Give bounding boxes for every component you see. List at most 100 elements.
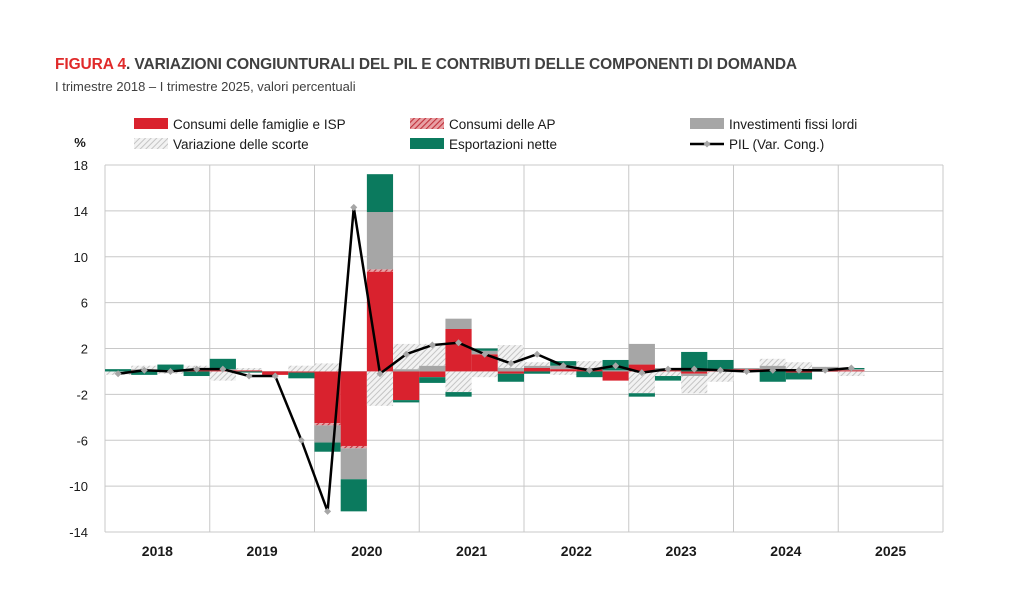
pil-marker (795, 366, 803, 374)
year-label: 2022 (561, 543, 592, 559)
pil-marker (140, 366, 148, 374)
bar-segment (209, 358, 236, 370)
bar-segment (445, 392, 472, 397)
bar-segment (628, 343, 655, 365)
bar-segment (524, 367, 551, 372)
bar-segment (314, 423, 341, 426)
bar-segment (288, 365, 315, 372)
bar-segment (235, 371, 263, 373)
pil-marker (847, 364, 855, 372)
figure-title: . VARIAZIONI CONGIUNTURALI DEL PIL E CON… (125, 56, 798, 73)
bar-segment (524, 365, 551, 368)
legend-label: PIL (Var. Cong.) (729, 137, 824, 152)
year-label: 2021 (456, 543, 487, 559)
pil-marker (297, 436, 305, 444)
bar-segment (314, 363, 341, 372)
bar-segment (340, 448, 367, 480)
bar-segment (366, 269, 394, 272)
y-tick-label: -2 (76, 387, 88, 402)
bar-segment (288, 372, 315, 379)
pil-marker (743, 367, 751, 375)
legend-marker (703, 140, 711, 148)
legend-label: Variazione delle scorte (173, 137, 309, 152)
pil-marker (507, 359, 515, 367)
bar-segment (419, 343, 446, 366)
bar-segment (524, 362, 551, 366)
bar-segment (707, 371, 734, 382)
bar-segment (838, 371, 865, 377)
bar-segment (235, 370, 263, 372)
pil-marker (533, 350, 541, 358)
bar-segment (471, 348, 498, 351)
legend-swatch (134, 138, 168, 149)
bar-segment (550, 369, 577, 372)
bar-segment (419, 365, 446, 372)
bar-segment (576, 361, 603, 368)
pil-marker (455, 339, 463, 347)
y-tick-label: 10 (74, 250, 88, 265)
y-tick-label: 6 (81, 296, 88, 311)
legend-label: Esportazioni nette (449, 137, 557, 152)
bar-segment (681, 351, 708, 372)
pil-marker (402, 350, 410, 358)
bar-segment (628, 393, 655, 397)
pil-marker (585, 366, 593, 374)
figure-label: FIGURA 4 (55, 56, 126, 73)
pil-marker (716, 366, 724, 374)
bar-segment (157, 364, 184, 371)
bar-segment (785, 372, 813, 380)
bar-segment (654, 376, 682, 381)
bar-segment (524, 371, 551, 374)
pil-marker (481, 350, 489, 358)
bar-segment (209, 371, 236, 381)
bar-segment (393, 369, 420, 372)
legend: Consumi delle famiglie e ISP Consumi dell… (134, 117, 857, 152)
axes: 18 14 10 6 2 -2 -6 -10 -14% 2018 2019 2020 2021 2022 2… (69, 135, 906, 559)
bar-segment (445, 318, 472, 330)
bar-segment (681, 376, 708, 394)
legend-swatch (134, 118, 168, 129)
chart-title: FIGURA 4. VARIAZIONI CONGIUNTURALI DEL P… (55, 56, 797, 74)
year-label: 2025 (875, 543, 906, 559)
bar-segment (654, 371, 682, 377)
pil-marker (219, 365, 227, 373)
legend-label: Investimenti fissi lordi (729, 117, 857, 132)
bar-segment (785, 362, 813, 370)
legend-swatch (690, 118, 724, 129)
bar-segment (707, 359, 734, 370)
bar-segment (759, 358, 786, 366)
bar-segment (628, 371, 655, 394)
bar-segment (340, 479, 367, 512)
pil-marker (166, 367, 174, 375)
y-tick-label: -10 (69, 479, 88, 494)
legend-label: Consumi delle famiglie e ISP (173, 117, 346, 132)
y-axis-label: % (74, 135, 86, 150)
pil-marker (376, 370, 384, 378)
bar-segment (628, 364, 655, 372)
bar-segment (471, 354, 498, 372)
bar-segment (445, 329, 472, 372)
pil-marker (664, 365, 672, 373)
bar-segment (759, 371, 786, 382)
bar-segment (314, 425, 341, 443)
bar-segment (366, 174, 394, 213)
y-tick-label: 18 (74, 158, 88, 173)
bar-segment (340, 445, 367, 449)
stacked-bars (105, 174, 865, 512)
pil-marker (690, 365, 698, 373)
pil-marker (271, 372, 279, 380)
bar-segment (366, 212, 394, 270)
year-label: 2020 (351, 543, 382, 559)
y-tick-label: 14 (74, 204, 88, 219)
pil-marker (769, 366, 777, 374)
pil-marker (821, 366, 829, 374)
pil-marker (245, 372, 253, 380)
bar-segment (393, 371, 420, 401)
bar-segment (602, 370, 629, 372)
year-label: 2023 (666, 543, 697, 559)
year-label: 2019 (247, 543, 278, 559)
bar-segment (314, 442, 341, 452)
y-tick-label: -6 (76, 433, 88, 448)
bar-segment (681, 373, 708, 377)
legend-swatch (410, 118, 444, 129)
